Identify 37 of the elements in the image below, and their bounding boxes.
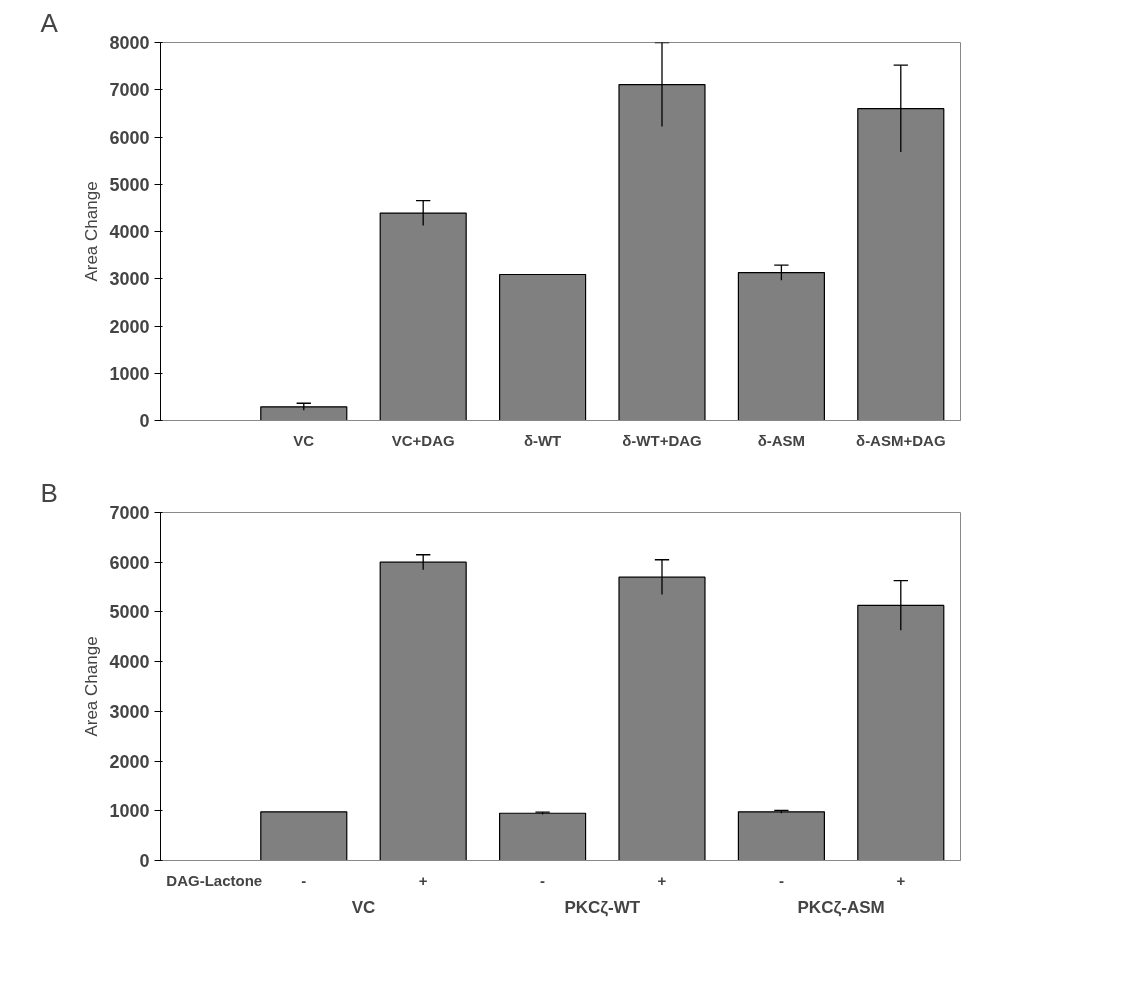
y-tick-label: 7000 [109,80,150,101]
text: VC [351,897,376,917]
y-tick-label: 2000 [109,316,150,337]
x-tick-label: VC [293,431,315,449]
y-axis-title: Area Change [82,636,102,737]
x-tick-label: + [896,871,906,889]
x-tick-label: + [418,871,428,889]
y-tick-label: 5000 [109,174,150,195]
y-tick-label: 5000 [109,602,150,623]
x-tick-label: δ-ASM [757,431,806,449]
y-axis-title: Area Change [82,181,102,282]
x-tick-label: - [540,871,546,889]
y-tick-label: 3000 [109,701,150,722]
x-tick-label: VC+DAG [391,431,455,449]
y-tick-label: 6000 [109,552,150,573]
y-tick-label: 3000 [109,269,150,290]
y-tick-label: 6000 [109,127,150,148]
x-tick-label: δ-WT+DAG [622,431,702,449]
x-tick-label: - [778,871,784,889]
y-tick-label: 0 [139,411,150,431]
chart-title: B [40,477,58,508]
y-tick-label: 1000 [109,363,150,384]
y-tick-label: 8000 [109,33,150,53]
x-tick-label: + [657,871,667,889]
y-tick-label: 2000 [109,751,150,772]
text: PKCζ-ASM [797,897,885,917]
y-tick-label: 7000 [109,503,150,523]
chart-title: A [40,7,59,38]
text: DAG-Lactone [166,871,263,889]
x-tick-label: δ-WT [523,431,562,449]
y-tick-label: 4000 [109,652,150,673]
x-tick-label: - [301,871,307,889]
y-tick-label: 0 [139,851,150,871]
y-tick-label: 1000 [109,801,150,822]
y-tick-label: 4000 [109,222,150,242]
x-tick-label: δ-ASM+DAG [856,431,946,449]
text: PKCζ-WT [564,897,641,917]
